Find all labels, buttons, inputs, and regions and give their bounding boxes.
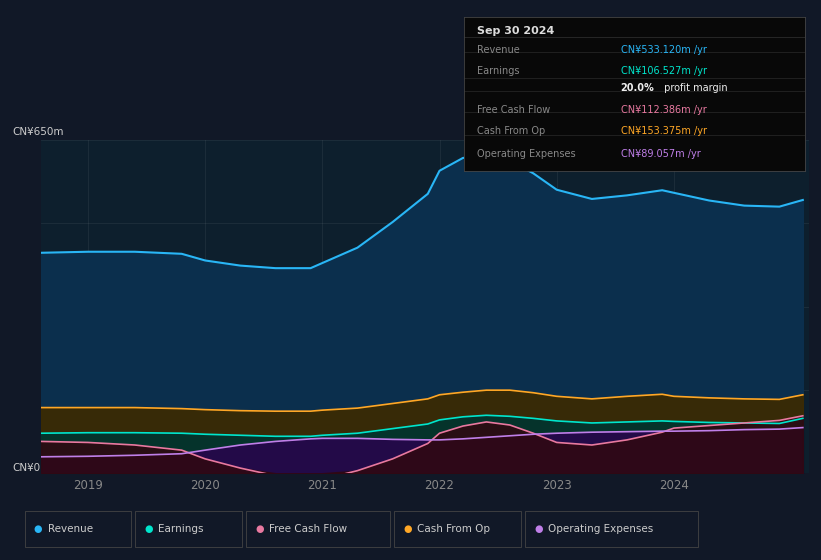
Text: CN¥153.375m /yr: CN¥153.375m /yr [621, 126, 707, 136]
Text: Sep 30 2024: Sep 30 2024 [478, 26, 555, 36]
Text: CN¥0: CN¥0 [12, 463, 40, 473]
Text: CN¥89.057m /yr: CN¥89.057m /yr [621, 150, 700, 159]
Text: Cash From Op: Cash From Op [417, 524, 490, 534]
Text: ●: ● [534, 524, 543, 534]
Text: Earnings: Earnings [158, 524, 204, 534]
Text: 20.0%: 20.0% [621, 83, 654, 93]
Text: Free Cash Flow: Free Cash Flow [269, 524, 347, 534]
Text: Operating Expenses: Operating Expenses [548, 524, 654, 534]
Text: ●: ● [144, 524, 153, 534]
Text: Revenue: Revenue [478, 45, 521, 54]
Text: CN¥106.527m /yr: CN¥106.527m /yr [621, 66, 707, 76]
Text: Free Cash Flow: Free Cash Flow [478, 105, 551, 115]
Text: CN¥112.386m /yr: CN¥112.386m /yr [621, 105, 706, 115]
Text: ●: ● [255, 524, 264, 534]
Text: Cash From Op: Cash From Op [478, 126, 546, 136]
Text: profit margin: profit margin [662, 83, 728, 93]
Text: Earnings: Earnings [478, 66, 520, 76]
Text: ●: ● [34, 524, 42, 534]
Text: CN¥650m: CN¥650m [12, 127, 64, 137]
Text: CN¥533.120m /yr: CN¥533.120m /yr [621, 45, 706, 54]
Text: Operating Expenses: Operating Expenses [478, 150, 576, 159]
Text: ●: ● [403, 524, 411, 534]
Text: Revenue: Revenue [48, 524, 93, 534]
